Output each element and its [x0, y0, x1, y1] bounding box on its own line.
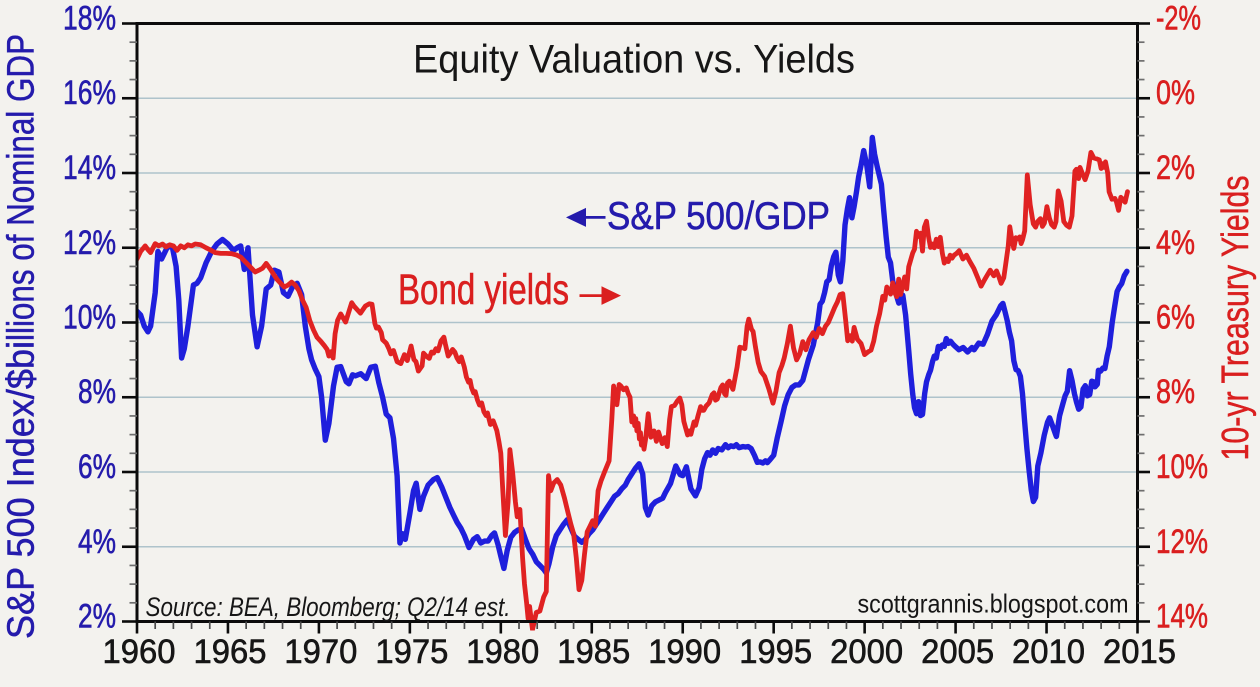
svg-text:1990: 1990 [648, 633, 721, 671]
svg-text:1960: 1960 [103, 633, 176, 671]
svg-text:4%: 4% [78, 523, 116, 561]
svg-text:1980: 1980 [466, 633, 539, 671]
svg-text:1965: 1965 [194, 633, 267, 671]
svg-text:4%: 4% [1156, 224, 1195, 262]
svg-text:6%: 6% [1156, 299, 1195, 337]
svg-text:12%: 12% [1156, 523, 1208, 561]
svg-text:1995: 1995 [739, 633, 812, 671]
svg-text:1975: 1975 [375, 633, 448, 671]
svg-text:2005: 2005 [921, 633, 994, 671]
svg-text:14%: 14% [1156, 598, 1208, 636]
svg-text:Bond yields: Bond yields [398, 266, 569, 314]
svg-text:8%: 8% [78, 373, 116, 411]
svg-text:10%: 10% [63, 299, 116, 337]
svg-text:Source: BEA, Bloomberg; Q2/14: Source: BEA, Bloomberg; Q2/14 est. [146, 592, 511, 622]
svg-text:2010: 2010 [1012, 633, 1085, 671]
svg-text:10-yr Treasury Yields: 10-yr Treasury Yields [1215, 176, 1257, 461]
svg-text:8%: 8% [1156, 373, 1195, 411]
svg-text:2%: 2% [1156, 149, 1195, 187]
svg-text:0%: 0% [1156, 74, 1195, 112]
svg-text:18%: 18% [63, 0, 116, 38]
svg-text:-2%: -2% [1156, 0, 1201, 38]
svg-text:2000: 2000 [830, 633, 903, 671]
svg-text:14%: 14% [63, 149, 116, 187]
svg-text:scottgrannis.blogspot.com: scottgrannis.blogspot.com [858, 589, 1129, 619]
svg-text:6%: 6% [78, 448, 116, 486]
svg-text:2%: 2% [78, 598, 116, 636]
svg-text:Equity Valuation vs. Yields: Equity Valuation vs. Yields [413, 38, 855, 82]
svg-text:S&P 500/GDP: S&P 500/GDP [607, 195, 830, 238]
svg-text:10%: 10% [1156, 448, 1208, 486]
svg-text:12%: 12% [63, 224, 116, 262]
svg-text:16%: 16% [63, 74, 116, 112]
svg-text:S&P 500 Index/$bi: S&P 500 Index/$bi [1, 341, 43, 639]
svg-text:2015: 2015 [1103, 633, 1176, 671]
svg-text:1970: 1970 [284, 633, 357, 671]
svg-text:llions of Nominal GDP: llions of Nominal GDP [1, 34, 43, 341]
svg-text:1985: 1985 [557, 633, 630, 671]
